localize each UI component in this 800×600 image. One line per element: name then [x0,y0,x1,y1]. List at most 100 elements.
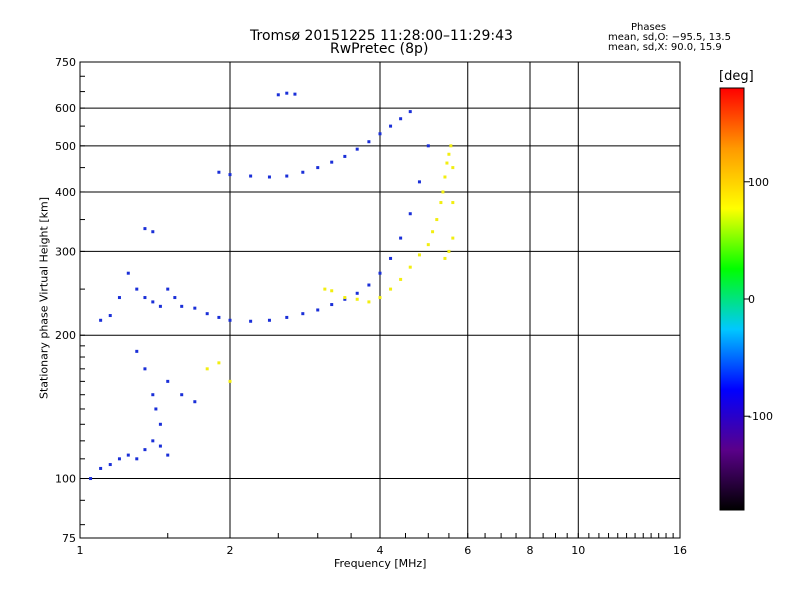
y-tick-label: 750 [55,56,76,69]
data-point [205,367,209,371]
data-point [117,457,121,461]
data-point [447,152,451,156]
data-point [323,287,327,291]
x-tick-label: 4 [377,544,384,557]
x-axis: 1 2 4 6 8 10 16 [77,533,687,557]
data-point [343,297,347,301]
data-point [249,174,253,178]
data-point [193,306,197,310]
data-point [367,283,371,287]
data-point [193,400,197,404]
phases-heading: Phases [631,22,667,33]
data-point [151,230,155,234]
data-point [378,271,382,275]
y-tick-label: 300 [55,245,76,258]
data-point [143,227,147,231]
data-point [431,230,435,234]
data-point [426,144,430,148]
data-point [355,147,359,151]
data-point [330,303,334,307]
data-point [343,296,347,300]
data-point [143,448,147,452]
data-point [267,175,271,179]
data-point [443,175,447,179]
data-point [166,453,170,457]
data-point [367,140,371,144]
x-axis-label: Frequency [MHz] [334,557,427,570]
data-point [180,304,184,308]
data-point [443,256,447,260]
data-point [408,110,412,114]
data-point [301,170,305,174]
data-point [389,124,393,128]
data-point [205,312,209,316]
data-point [439,201,443,205]
data-point [355,291,359,295]
data-point [135,287,139,291]
data-point [367,300,371,304]
x-tick-label: 10 [571,544,585,557]
data-point [173,296,177,300]
data-point [99,466,103,470]
data-point [316,308,320,312]
colorbar-label: [deg] [719,69,754,84]
data-point [285,315,289,319]
phases-x-mode: mean, sd,X: 90.0, 15.9 [608,42,722,53]
y-tick-label: 200 [55,329,76,342]
data-point [435,218,439,222]
data-point [316,166,320,170]
data-point [449,144,453,148]
data-point [108,463,112,467]
data-point [158,304,162,308]
data-point [135,349,139,353]
data-point [408,212,412,216]
data-point [166,287,170,291]
colorbar [719,87,745,511]
data-point [143,296,147,300]
data-point [228,173,232,177]
y-tick-label: 75 [62,532,76,545]
data-point [217,315,221,319]
data-point [451,201,455,205]
data-point [249,319,253,323]
colorbar-tick-label: 0 [748,293,755,306]
data-point [285,91,289,95]
data-point [158,422,162,426]
data-point [330,289,334,293]
grid-lines [80,62,680,538]
data-point [217,170,221,174]
x-tick-label: 8 [527,544,534,557]
data-point [99,318,103,322]
chart-subtitle: RwPretec (8p) [330,41,429,57]
data-point [151,439,155,443]
y-tick-label: 100 [55,473,76,486]
data-point [417,253,421,257]
data-point [389,287,393,291]
x-tick-label: 1 [77,544,84,557]
data-point [355,297,359,301]
data-point [228,318,232,322]
data-point [126,453,130,457]
data-point [399,277,403,281]
data-point [158,444,162,448]
colorbar-ticks: 100 0 -100 [744,176,773,423]
data-point [408,265,412,269]
y-axis-label: Stationary phase Virtual Height [km] [37,196,51,400]
data-point [293,92,297,96]
data-point [143,367,147,371]
x-tick-label: 6 [464,544,471,557]
data-point [451,236,455,240]
data-point [126,271,130,275]
data-point [343,154,347,158]
data-point [447,249,451,253]
data-point [154,407,158,411]
data-point [108,314,112,318]
data-point [426,243,430,247]
data-point [399,117,403,121]
y-tick-label: 600 [55,102,76,115]
data-point [399,236,403,240]
x-tick-label: 16 [673,544,687,557]
data-point [89,477,93,481]
data-point [267,318,271,322]
